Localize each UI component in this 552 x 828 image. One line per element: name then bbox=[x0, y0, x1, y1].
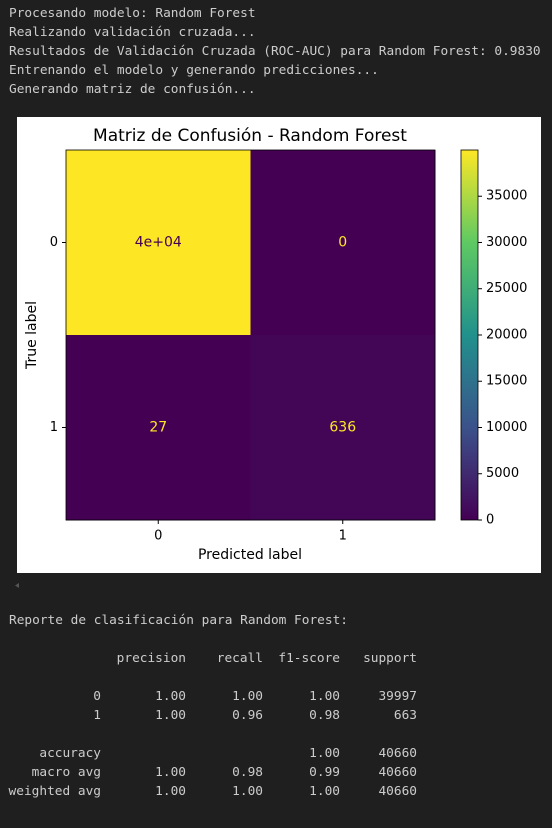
cell-label: 636 bbox=[329, 420, 356, 436]
console-line: Entrenando el modelo y generando predicc… bbox=[9, 63, 379, 78]
report-cell: 1.00 bbox=[232, 689, 263, 704]
chart: Matriz de Confusión - Random Forest Pred… bbox=[17, 117, 541, 573]
report-cell: 40660 bbox=[378, 784, 417, 799]
x-axis-label: Predicted label bbox=[198, 547, 302, 563]
report-cell: 1.00 bbox=[155, 765, 186, 780]
y-tick-label: 1 bbox=[50, 420, 58, 435]
console-line: Generando matriz de confusión... bbox=[9, 82, 256, 97]
colorbar bbox=[460, 149, 479, 521]
y-axis-label: True label bbox=[24, 301, 40, 370]
colorbar-tick-label: 20000 bbox=[486, 327, 527, 342]
y-tick-label: 0 bbox=[50, 235, 58, 250]
heatmap-cell bbox=[66, 335, 251, 521]
report-cell: 40660 bbox=[378, 746, 417, 761]
report-row-label: 0 bbox=[93, 689, 101, 704]
colorbar-tick-label: 15000 bbox=[486, 374, 527, 389]
report-header: f1-score bbox=[278, 651, 340, 666]
console-line: Resultados de Validación Cruzada (ROC-AU… bbox=[9, 44, 541, 59]
report-row-label: accuracy bbox=[39, 746, 101, 761]
heatmap-cell bbox=[66, 150, 251, 336]
report-cell: 0.99 bbox=[309, 765, 340, 780]
cell-label: 4e+04 bbox=[135, 235, 182, 251]
colorbar-tick-label: 10000 bbox=[486, 420, 527, 435]
report-cell: 0.96 bbox=[232, 708, 263, 723]
report-cell: 0.98 bbox=[232, 765, 263, 780]
report-row-label: weighted avg bbox=[8, 784, 101, 799]
report-cell: 40660 bbox=[378, 765, 417, 780]
report-cell: 1.00 bbox=[232, 784, 263, 799]
console-line: Procesando modelo: Random Forest bbox=[9, 6, 256, 21]
report-cell: 1.00 bbox=[155, 689, 186, 704]
report-cell: 1.00 bbox=[155, 708, 186, 723]
report-header: recall bbox=[216, 651, 263, 666]
report-cell: 0.98 bbox=[309, 708, 340, 723]
report-cell: 39997 bbox=[378, 689, 417, 704]
colorbar-tick-label: 25000 bbox=[486, 281, 527, 296]
report-cell: 663 bbox=[393, 708, 417, 723]
axes-frame bbox=[65, 149, 436, 521]
x-tick-label: 1 bbox=[339, 529, 347, 544]
colorbar-tick-label: 30000 bbox=[486, 235, 527, 250]
report-header: precision bbox=[116, 651, 186, 666]
report-cell: 1.00 bbox=[155, 784, 186, 799]
report-row-label: macro avg bbox=[31, 765, 101, 780]
report-cell: 1.00 bbox=[309, 784, 340, 799]
cell-label: 0 bbox=[338, 235, 347, 251]
colorbar-tick-label: 0 bbox=[486, 513, 494, 528]
report-cell: 1.00 bbox=[309, 689, 340, 704]
report-row-label: 1 bbox=[93, 708, 101, 723]
report-cell: 1.00 bbox=[309, 746, 340, 761]
colorbar-tick-label: 35000 bbox=[486, 189, 527, 204]
chart-title: Matriz de Confusión - Random Forest bbox=[93, 126, 407, 146]
heatmap-cell bbox=[250, 335, 436, 521]
scroll-arrow bbox=[15, 583, 19, 588]
x-tick-label: 0 bbox=[154, 529, 162, 544]
console-line: Realizando validación cruzada... bbox=[9, 25, 256, 40]
report-header: support bbox=[363, 651, 417, 666]
cell-label: 27 bbox=[149, 420, 167, 436]
heatmap-cell bbox=[250, 150, 436, 336]
report-title: Reporte de clasificación para Random For… bbox=[9, 613, 348, 628]
colorbar-tick-label: 5000 bbox=[486, 466, 519, 481]
